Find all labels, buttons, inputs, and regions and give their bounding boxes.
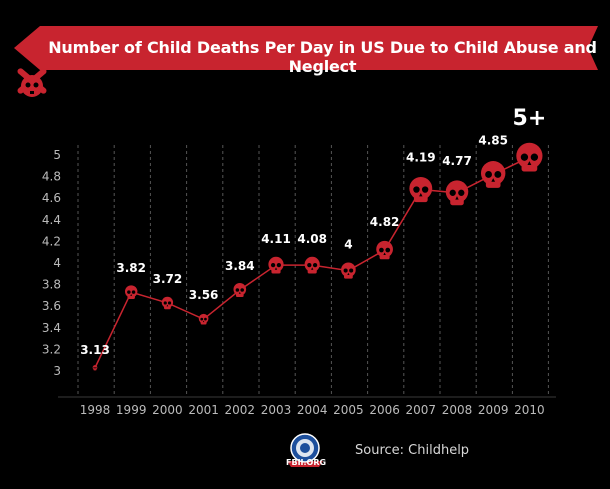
data-label: 5+: [513, 106, 547, 131]
skull-marker: [198, 313, 209, 325]
x-tick-label: 2004: [297, 403, 328, 417]
data-label: 3.13: [80, 343, 110, 357]
data-label: 3.72: [153, 272, 183, 286]
y-tick-label: 5: [53, 148, 61, 162]
logo-label: FBII.ORG: [286, 458, 327, 467]
data-label: 4.82: [370, 215, 400, 229]
x-tick-label: 2007: [406, 403, 437, 417]
data-label: 4.85: [478, 133, 508, 147]
data-label: 3.82: [116, 261, 146, 275]
x-tick-label: 2008: [442, 403, 473, 417]
y-tick-label: 4.8: [42, 170, 61, 184]
x-tick-label: 2010: [514, 403, 545, 417]
data-label: 4: [344, 238, 352, 252]
chart-title: Number of Child Deaths Per Day in US Due…: [48, 38, 597, 76]
x-tick-label: 2000: [152, 403, 183, 417]
skull-marker: [516, 142, 543, 172]
y-tick-label: 4.2: [42, 234, 61, 248]
y-tick-label: 4.6: [42, 191, 61, 205]
x-tick-label: 2001: [188, 403, 219, 417]
y-tick-label: 3.2: [42, 342, 61, 356]
y-tick-label: 3: [53, 364, 61, 378]
data-label: 4.77: [442, 154, 472, 168]
x-tick-label: 2006: [369, 403, 400, 417]
skull-marker: [92, 365, 98, 371]
y-tick-label: 4.4: [42, 213, 61, 227]
y-tick-label: 3.8: [42, 278, 61, 292]
skull-marker: [124, 285, 138, 299]
data-label: 4.11: [261, 232, 291, 246]
y-tick-label: 3.6: [42, 299, 61, 313]
title-banner: [14, 26, 598, 70]
skull-crossbones-icon: [17, 68, 47, 97]
skull-marker: [304, 256, 320, 274]
data-label: 3.84: [225, 259, 255, 273]
skull-marker: [445, 180, 469, 206]
data-label: 4.19: [406, 151, 436, 165]
x-tick-label: 1999: [116, 403, 147, 417]
skull-marker: [341, 262, 356, 279]
x-tick-label: 2003: [261, 403, 292, 417]
x-tick-label: 1998: [80, 403, 111, 417]
fbii-logo: [287, 433, 323, 467]
skull-marker: [233, 283, 247, 297]
data-label: 3.56: [189, 288, 219, 302]
source-label: Source: Childhelp: [355, 443, 470, 458]
skull-marker: [409, 176, 433, 203]
skull-marker: [376, 240, 393, 260]
skull-marker: [480, 161, 506, 188]
x-tick-label: 2005: [333, 403, 364, 417]
data-label: 4.08: [297, 232, 327, 246]
skull-marker: [161, 296, 174, 310]
x-tick-label: 2009: [478, 403, 509, 417]
y-tick-label: 3.4: [42, 321, 61, 335]
x-tick-label: 2002: [225, 403, 256, 417]
skull-marker: [268, 256, 284, 274]
y-tick-label: 4: [53, 256, 61, 270]
